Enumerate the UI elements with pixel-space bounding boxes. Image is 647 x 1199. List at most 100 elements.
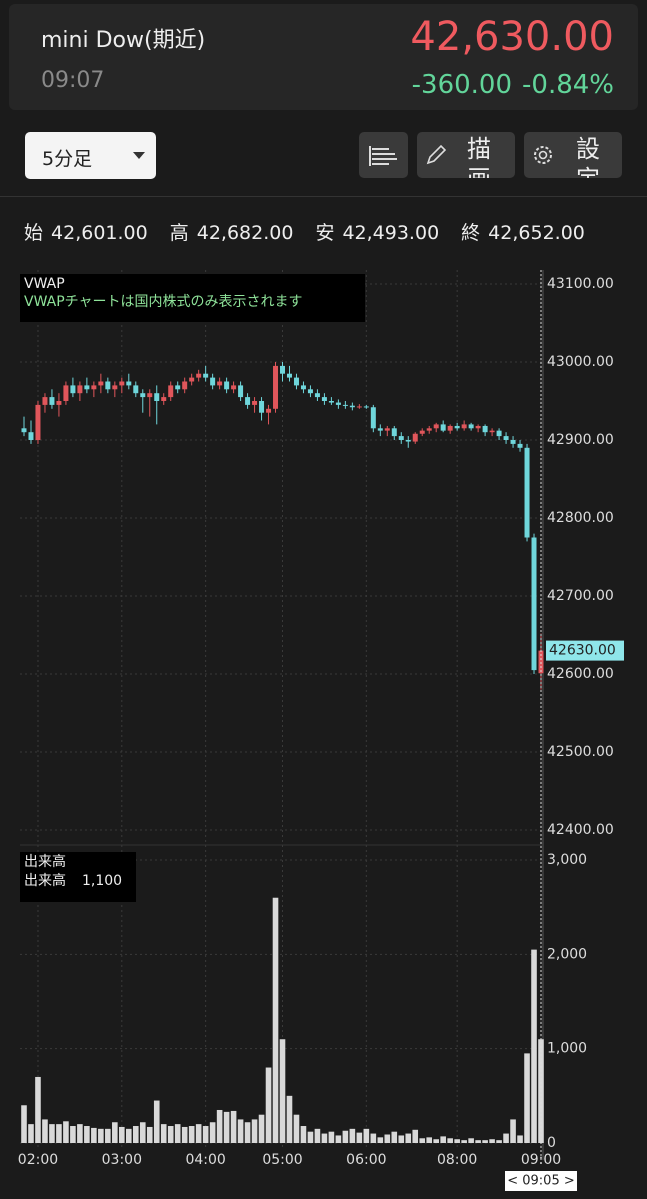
time: 09:07 — [41, 68, 105, 93]
volume-bar — [209, 1122, 216, 1143]
dropdown-arrow — [133, 152, 145, 165]
icon — [426, 144, 447, 165]
volume-bar — [328, 1131, 335, 1143]
candle-body — [189, 377, 195, 382]
candle-body — [419, 430, 425, 434]
volume-bar — [237, 1119, 244, 1143]
candle-body — [321, 397, 327, 401]
candle-body — [280, 365, 285, 374]
volume-bar — [181, 1126, 188, 1143]
volume-bar — [35, 1076, 41, 1143]
candle-body — [231, 385, 237, 390]
candle-body — [370, 407, 376, 429]
volume-bar — [314, 1128, 321, 1143]
volume-tick-label: 0 — [547, 1135, 556, 1151]
candle-body — [531, 537, 537, 671]
legend-note: VWAPチャートは国内株式のみ表示されます — [24, 294, 303, 310]
candle-body — [35, 404, 41, 440]
volume-bar — [356, 1132, 363, 1143]
volume-bar — [132, 1126, 139, 1143]
candle-body — [245, 397, 251, 405]
candle-body — [482, 425, 488, 433]
volume-bar — [105, 1128, 111, 1143]
volume-bar — [42, 1119, 48, 1143]
draw-button[interactable]: 描画 — [417, 132, 515, 178]
volume-bar — [21, 1105, 27, 1143]
candle-body — [175, 385, 181, 390]
volume-bar — [160, 1124, 167, 1143]
candle-body — [154, 393, 160, 401]
volume-bar — [56, 1124, 62, 1143]
candle-body — [405, 440, 411, 442]
x-tick-label: 02:00 — [18, 1152, 58, 1168]
candle-body — [398, 436, 404, 440]
candle-body — [300, 385, 306, 390]
settings-button[interactable]: 設定 — [524, 132, 622, 178]
volume-bar — [391, 1131, 398, 1143]
volume-bar — [251, 1119, 258, 1143]
volume-bar — [230, 1110, 237, 1143]
interval-dropdown[interactable]: 5分足 — [25, 132, 156, 179]
candle-body — [119, 381, 125, 386]
candle-body — [217, 381, 223, 386]
draw-label: 描画 — [467, 135, 491, 178]
volume-bar — [384, 1134, 391, 1143]
volume-bar — [398, 1135, 405, 1143]
volume-bar — [447, 1138, 453, 1143]
y-tick-label: 42600.00 — [547, 666, 614, 682]
ohlc-value: 42,601.00 — [51, 222, 148, 244]
candle-body — [161, 397, 167, 401]
candle-body — [307, 389, 313, 394]
volume-bar — [258, 1114, 265, 1143]
candle-body — [286, 373, 292, 378]
volume-bar — [426, 1137, 433, 1143]
candle-body — [349, 405, 355, 408]
candle-body — [356, 406, 362, 408]
ohlc-row: 始 42,601.00 高 42,682.00 安 42,493.00 終 42,652.00 — [24, 218, 607, 245]
candle-body — [335, 402, 341, 405]
candle-body — [273, 365, 279, 409]
interval: 5分足 — [42, 148, 93, 170]
candle-body — [426, 428, 432, 431]
y-tick-label: 42800.00 — [547, 510, 614, 526]
volume-bar — [489, 1139, 495, 1143]
volume-bar — [531, 949, 537, 1143]
volume-bar — [335, 1135, 342, 1143]
volume-bar — [433, 1139, 440, 1143]
candle-body — [447, 425, 453, 431]
volume-bar — [454, 1139, 460, 1143]
volume-bar — [216, 1109, 223, 1143]
candle-body — [517, 443, 523, 448]
volume-bar — [475, 1140, 481, 1143]
volume-bar — [195, 1124, 202, 1143]
y-tick-label: 42500.00 — [547, 744, 614, 760]
volume-bar — [510, 1119, 516, 1143]
volume-bar — [349, 1128, 356, 1143]
candle-body — [210, 377, 216, 386]
y-tick-label: 43100.00 — [547, 276, 614, 292]
indicator-button[interactable] — [359, 132, 408, 178]
volume-bar — [496, 1140, 502, 1143]
candle-body — [21, 428, 27, 433]
candle-body — [49, 397, 55, 405]
candle-body — [259, 401, 265, 413]
volume-bar — [377, 1137, 384, 1143]
volume-bar — [174, 1124, 181, 1143]
volume-bar — [524, 1053, 530, 1143]
volume-bar — [503, 1133, 509, 1143]
volume-bar — [77, 1124, 83, 1143]
candle-body — [342, 404, 348, 406]
candle-body — [196, 373, 202, 378]
candle-body — [98, 381, 104, 386]
title: mini Dow(期近) — [41, 28, 206, 53]
volume-bar — [279, 1039, 286, 1143]
volume-bar — [84, 1126, 90, 1143]
candle-body — [454, 425, 460, 429]
candle-body — [363, 406, 369, 408]
candle-body — [496, 430, 502, 437]
candle-body — [84, 385, 90, 390]
x-tick-label: 05:00 — [262, 1152, 302, 1168]
candle-body — [203, 373, 209, 378]
candle-body — [391, 428, 397, 437]
